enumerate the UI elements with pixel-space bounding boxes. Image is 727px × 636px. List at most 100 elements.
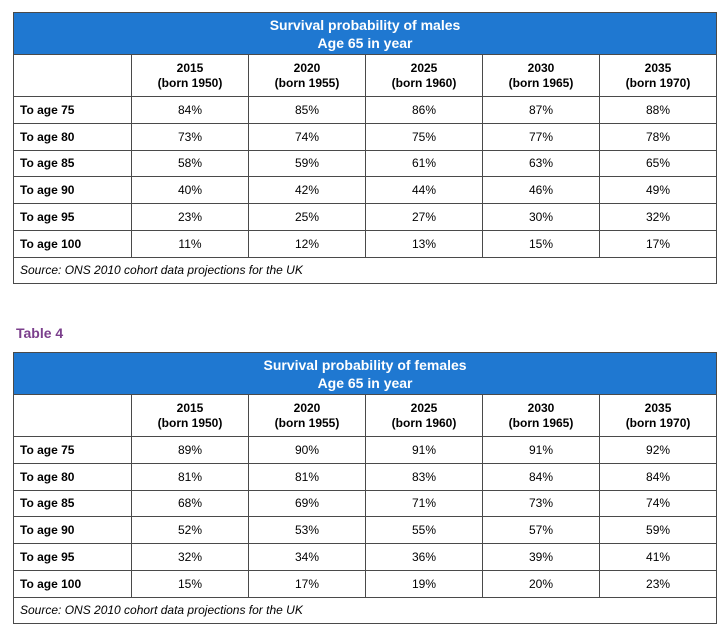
table-cell: 84%: [598, 462, 718, 491]
table-cell: 36%: [365, 543, 483, 571]
row-label: To age 100: [13, 569, 132, 598]
table-cell: 81%: [131, 462, 249, 491]
column-born: (born 1965): [508, 415, 574, 430]
table-row: To age 100 11% 12% 13% 15% 17%: [13, 229, 717, 258]
table-cell: 59%: [598, 516, 718, 545]
table-row: To age 85 58% 59% 61% 63% 65%: [13, 149, 717, 178]
table-cell: 84%: [131, 96, 249, 124]
table-row: To age 75 89% 90% 91% 91% 92%: [13, 436, 718, 464]
column-born: (born 1950): [157, 75, 223, 90]
table-cell: 20%: [482, 569, 600, 598]
table-cell: 78%: [599, 122, 717, 151]
column-born: (born 1955): [274, 415, 340, 430]
table-cell: 84%: [482, 462, 600, 491]
column-born: (born 1960): [391, 75, 457, 90]
table-title: Survival probability of females Age 65 i…: [12, 352, 718, 395]
table-cell: 85%: [248, 96, 366, 124]
table-cell: 86%: [365, 96, 483, 124]
table-cell: 83%: [365, 462, 483, 491]
table-title-line1: Survival probability of females: [263, 356, 467, 373]
table-cell: 77%: [482, 122, 600, 151]
row-label: To age 90: [13, 516, 132, 545]
column-year: 2030: [527, 60, 555, 75]
row-header-corner: [13, 54, 132, 97]
table-cell: 91%: [365, 436, 483, 464]
row-label: To age 75: [13, 96, 132, 124]
table-cell: 42%: [248, 176, 366, 205]
column-header: 2030 (born 1965): [482, 394, 600, 437]
table-cell: 89%: [131, 436, 249, 464]
column-header: 2035 (born 1970): [598, 394, 718, 437]
row-label: To age 95: [13, 543, 132, 571]
row-header-corner: [13, 394, 132, 437]
table-cell: 41%: [598, 543, 718, 571]
table-cell: 17%: [248, 569, 366, 598]
table-cell: 49%: [599, 176, 717, 205]
row-label: To age 85: [13, 149, 132, 178]
table-cell: 15%: [131, 569, 249, 598]
column-header: 2030 (born 1965): [482, 54, 600, 97]
column-year: 2025: [410, 60, 438, 75]
column-header-row: 2015 (born 1950) 2020 (born 1955) 2025 (bor…: [13, 54, 717, 97]
table-cell: 39%: [482, 543, 600, 571]
column-born: (born 1960): [391, 415, 457, 430]
table-cell: 73%: [482, 489, 600, 518]
table-cell: 46%: [482, 176, 600, 205]
table-cell: 27%: [365, 203, 483, 231]
table-title-line1: Survival probability of males: [269, 16, 461, 33]
table-cell: 74%: [598, 489, 718, 518]
column-year: 2035: [644, 400, 672, 415]
table-title-line2: Age 65 in year: [317, 374, 413, 391]
table-cell: 32%: [131, 543, 249, 571]
table-cell: 17%: [599, 229, 717, 258]
row-label: To age 95: [13, 203, 132, 231]
table-cell: 13%: [365, 229, 483, 258]
table-cell: 61%: [365, 149, 483, 178]
table-cell: 68%: [131, 489, 249, 518]
table-cell: 19%: [365, 569, 483, 598]
column-header: 2015 (born 1950): [131, 54, 249, 97]
row-label: To age 80: [13, 122, 132, 151]
table-cell: 69%: [248, 489, 366, 518]
column-born: (born 1970): [625, 75, 691, 90]
table-cell: 57%: [482, 516, 600, 545]
table-cell: 32%: [599, 203, 717, 231]
table-cell: 11%: [131, 229, 249, 258]
column-year: 2025: [410, 400, 438, 415]
column-year: 2020: [293, 60, 321, 75]
table-cell: 87%: [482, 96, 600, 124]
table-cell: 23%: [131, 203, 249, 231]
row-label: To age 90: [13, 176, 132, 205]
table-cell: 88%: [599, 96, 717, 124]
column-born: (born 1965): [508, 75, 574, 90]
table-cell: 63%: [482, 149, 600, 178]
row-label: To age 85: [13, 489, 132, 518]
table-row: To age 85 68% 69% 71% 73% 74%: [13, 489, 718, 518]
table-cell: 34%: [248, 543, 366, 571]
source-note: Source: ONS 2010 cohort data projections…: [12, 596, 718, 624]
table-cell: 74%: [248, 122, 366, 151]
table-row: To age 95 23% 25% 27% 30% 32%: [13, 203, 717, 231]
table-cell: 12%: [248, 229, 366, 258]
table-cell: 30%: [482, 203, 600, 231]
table-cell: 92%: [598, 436, 718, 464]
table-cell: 44%: [365, 176, 483, 205]
table-cell: 23%: [598, 569, 718, 598]
column-born: (born 1955): [274, 75, 340, 90]
column-header: 2020 (born 1955): [248, 54, 366, 97]
row-label: To age 75: [13, 436, 132, 464]
source-note: Source: ONS 2010 cohort data projections…: [13, 256, 717, 284]
table-cell: 25%: [248, 203, 366, 231]
table-cell: 75%: [365, 122, 483, 151]
table-cell: 58%: [131, 149, 249, 178]
row-label: To age 100: [13, 229, 132, 258]
table-cell: 59%: [248, 149, 366, 178]
column-year: 2015: [176, 60, 204, 75]
column-year: 2035: [644, 60, 672, 75]
column-year: 2030: [527, 400, 555, 415]
males-survival-table: Survival probability of males Age 65 in …: [13, 12, 717, 284]
column-header: 2035 (born 1970): [599, 54, 717, 97]
table-row: To age 80 81% 81% 83% 84% 84%: [13, 462, 718, 491]
table-cell: 40%: [131, 176, 249, 205]
column-born: (born 1970): [625, 415, 691, 430]
